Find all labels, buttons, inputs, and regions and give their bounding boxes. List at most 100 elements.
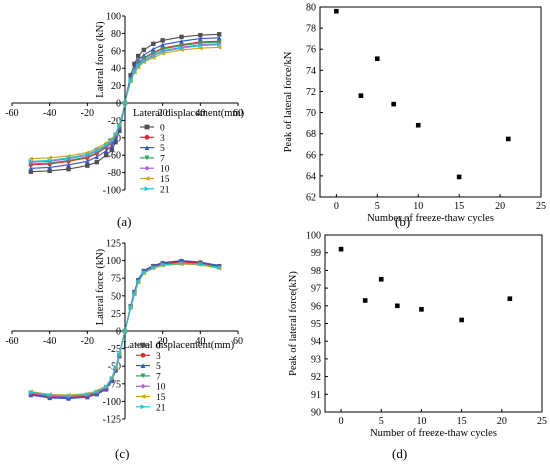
data-point <box>109 138 115 143</box>
data-point <box>113 365 118 370</box>
legend-label: 21 <box>160 185 170 195</box>
chart-panel-c: -60-40-20204060-125-100-75-50-2502550751… <box>5 239 243 426</box>
data-point <box>47 168 52 174</box>
data-point <box>94 389 99 394</box>
data-point <box>28 390 34 395</box>
data-point <box>415 122 421 128</box>
legend-marker <box>144 145 150 150</box>
legend-marker <box>144 186 150 192</box>
data-point <box>117 352 122 357</box>
data-point <box>141 270 147 275</box>
legend-label: 5 <box>160 144 165 154</box>
y-tick-label: -20 <box>108 116 121 127</box>
x-tick-label: 0 <box>339 416 344 427</box>
legend-label: 3 <box>160 134 165 144</box>
data-point <box>216 45 222 50</box>
y-tick-label: 64 <box>306 171 316 182</box>
data-point <box>28 169 34 174</box>
x-tick-label: 5 <box>379 416 384 427</box>
y-tick-label: 91 <box>311 390 321 401</box>
chart-panel-d: 0 5 10 15 20 25 90 91 92 93 94 95 96 97 98 99 100 Number … <box>288 231 547 440</box>
data-point <box>198 261 203 267</box>
data-point <box>179 39 184 44</box>
data-point <box>151 55 156 60</box>
data-point <box>113 132 118 137</box>
data-point <box>28 159 34 164</box>
panel-label-d: (d) <box>392 446 408 461</box>
legend-marker <box>140 394 146 399</box>
data-point <box>47 158 52 163</box>
data-point <box>160 38 165 43</box>
data-point <box>47 392 52 398</box>
y-axis-title: Lateral force (kN) <box>95 21 106 98</box>
data-point <box>135 65 141 70</box>
y-tick-label: 96 <box>311 301 321 312</box>
y-tick-label: 94 <box>311 337 321 348</box>
data-point <box>334 8 339 14</box>
data-point <box>179 47 184 53</box>
y-tick-label: 90 <box>311 408 321 419</box>
data-point <box>85 159 90 164</box>
x-tick-label: 20 <box>495 201 505 212</box>
data-point <box>66 166 71 172</box>
data-point <box>374 56 380 62</box>
data-point <box>216 35 222 40</box>
data-point <box>135 63 141 68</box>
y-tick-label: -125 <box>103 415 121 426</box>
legend-label: 21 <box>156 403 166 413</box>
y-tick-label: 100 <box>106 12 121 23</box>
data-point <box>141 52 147 58</box>
y-axis-title: Lateral force (kN) <box>95 248 106 325</box>
x-tick-label: 0 <box>334 201 339 212</box>
data-point <box>122 328 128 334</box>
data-point <box>85 152 90 157</box>
data-point <box>216 32 222 37</box>
data-point <box>128 305 133 310</box>
series-21 <box>28 42 222 164</box>
data-point <box>160 49 165 54</box>
x-axis-title: Lateral displacement(mm) <box>133 108 245 119</box>
data-point <box>179 45 184 51</box>
data-point <box>94 154 99 160</box>
data-point <box>109 375 115 381</box>
data-point <box>456 174 462 180</box>
x-tick-label: -20 <box>81 108 94 119</box>
y-tick-label: 62 <box>306 193 316 204</box>
y-tick-label: 40 <box>111 64 121 75</box>
data-point <box>132 61 137 67</box>
panel-label-b: (b) <box>395 214 411 229</box>
x-tick-label: 60 <box>233 336 243 347</box>
legend-label: 3 <box>156 352 161 362</box>
data-point <box>216 265 222 270</box>
legend-marker <box>140 363 146 368</box>
legend-label: 10 <box>160 165 170 175</box>
legend-label: 10 <box>156 383 166 393</box>
data-point <box>85 392 90 397</box>
x-tick-label: -60 <box>5 336 18 347</box>
data-point <box>459 317 464 323</box>
data-point <box>103 148 109 154</box>
plot-frame <box>324 234 543 413</box>
y-tick-label: -25 <box>108 344 121 355</box>
x-tick-label: 10 <box>416 416 426 427</box>
data-point <box>135 58 141 63</box>
x-tick-label: 15 <box>454 201 464 212</box>
data-point <box>198 32 203 38</box>
data-point <box>109 147 115 153</box>
y-tick-label: 100 <box>106 256 121 267</box>
data-point <box>113 139 118 145</box>
y-tick-label: 66 <box>306 150 316 161</box>
x-tick-label: 5 <box>375 201 380 212</box>
data-point <box>135 279 141 284</box>
data-point <box>151 265 156 270</box>
y-tick-label: 125 <box>106 239 121 250</box>
data-point <box>179 34 184 40</box>
y-tick-label: 76 <box>306 45 316 56</box>
x-tick-label: 20 <box>158 336 168 347</box>
x-tick-label: 25 <box>536 201 546 212</box>
y-tick-label: 25 <box>111 309 121 320</box>
y-tick-label: 92 <box>311 372 321 383</box>
y-axis-title: Peak of lateral force(kN) <box>288 271 299 376</box>
